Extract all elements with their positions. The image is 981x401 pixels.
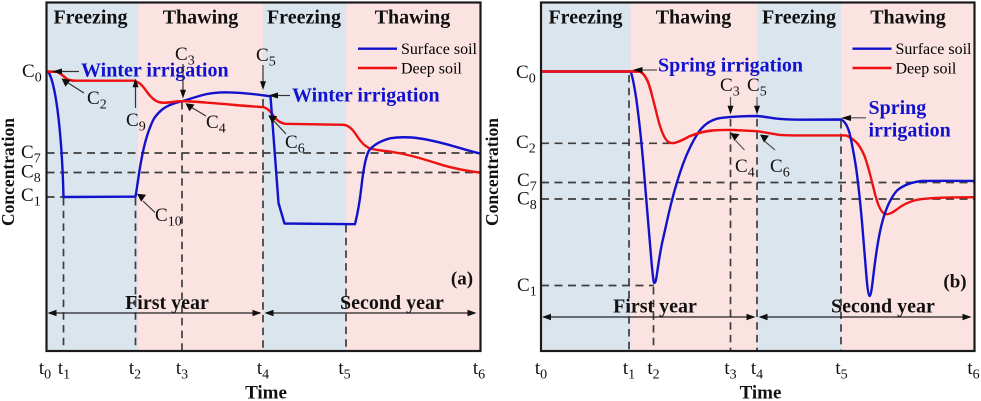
svg-text:Freezing: Freezing [548, 7, 622, 29]
svg-text:C0: C0 [516, 62, 536, 87]
svg-text:Second year: Second year [340, 292, 444, 314]
svg-text:Thawing: Thawing [870, 7, 946, 29]
svg-text:Deep soil: Deep soil [401, 61, 462, 78]
svg-text:Time: Time [245, 383, 287, 401]
svg-text:Freezing: Freezing [53, 7, 127, 29]
svg-text:First year: First year [613, 296, 697, 318]
svg-text:t2: t2 [647, 358, 659, 383]
svg-text:Winter irrigation: Winter irrigation [292, 85, 440, 107]
svg-text:Spring irrigation: Spring irrigation [658, 55, 803, 77]
svg-text:t1: t1 [58, 358, 70, 383]
svg-text:t4: t4 [751, 358, 763, 383]
svg-text:C2: C2 [516, 132, 536, 157]
svg-text:C10: C10 [155, 205, 182, 230]
svg-text:t0: t0 [39, 358, 51, 383]
svg-text:Thawing: Thawing [375, 7, 451, 29]
svg-text:t1: t1 [623, 358, 635, 383]
svg-text:C1: C1 [517, 275, 537, 300]
svg-text:Freezing: Freezing [267, 7, 341, 29]
svg-text:C1: C1 [21, 185, 41, 210]
svg-text:Winter irrigation: Winter irrigation [81, 60, 229, 82]
svg-text:t3: t3 [724, 358, 736, 383]
svg-text:t5: t5 [338, 358, 350, 383]
svg-text:irrigation: irrigation [869, 120, 951, 142]
svg-text:Freezing: Freezing [762, 7, 836, 29]
svg-text:First year: First year [125, 292, 209, 314]
svg-text:Time: Time [740, 383, 782, 401]
svg-text:t4: t4 [257, 358, 269, 383]
svg-text:t6: t6 [967, 358, 979, 383]
svg-text:t5: t5 [835, 358, 847, 383]
svg-text:Second year: Second year [831, 296, 935, 318]
svg-text:Surface soil: Surface soil [896, 41, 973, 58]
svg-text:Concentration: Concentration [482, 118, 502, 226]
svg-text:t6: t6 [473, 358, 485, 383]
svg-text:Concentration: Concentration [0, 118, 18, 226]
svg-text:(b): (b) [943, 272, 966, 293]
svg-text:t2: t2 [129, 358, 141, 383]
svg-text:Spring: Spring [869, 97, 927, 119]
svg-text:C0: C0 [22, 61, 42, 86]
svg-text:t0: t0 [535, 358, 547, 383]
svg-text:Thawing: Thawing [656, 7, 732, 29]
svg-text:Surface soil: Surface soil [401, 41, 478, 58]
svg-text:Thawing: Thawing [163, 7, 239, 29]
svg-text:Deep soil: Deep soil [896, 61, 957, 78]
svg-text:t3: t3 [176, 358, 188, 383]
svg-text:(a): (a) [451, 269, 473, 290]
